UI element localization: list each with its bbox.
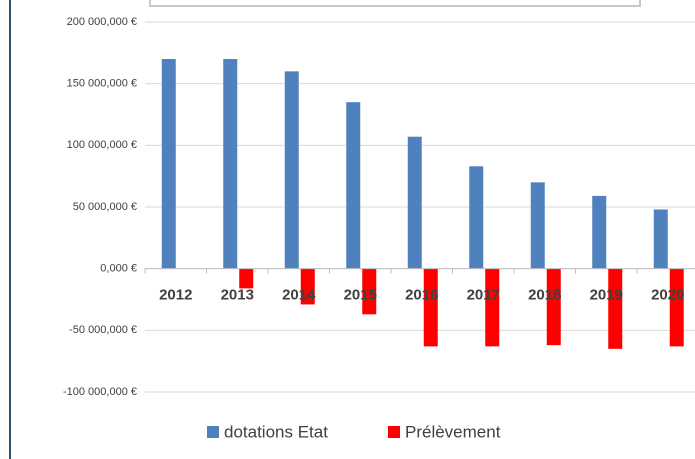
- bar: [362, 268, 377, 315]
- bar: [608, 268, 623, 349]
- x-tick-label: 2013: [221, 287, 254, 304]
- x-tick-label: 2018: [528, 287, 561, 304]
- bar: [653, 209, 668, 269]
- legend: dotations Etat Prélèvement: [207, 422, 501, 441]
- bar: [669, 268, 684, 347]
- bar: [423, 268, 438, 347]
- x-tick-label: 2014: [282, 287, 316, 304]
- x-tick-label: 2019: [590, 287, 623, 304]
- bar: [469, 166, 484, 269]
- bar: [300, 268, 315, 305]
- bar: [284, 71, 299, 269]
- y-tick-label: -100 000,000 €: [63, 386, 137, 398]
- y-tick-label: 0,000 €: [100, 263, 137, 275]
- x-tick-label: 2020: [651, 287, 684, 304]
- bar: [530, 182, 545, 269]
- bar: [546, 268, 561, 346]
- legend-label: Prélèvement: [405, 422, 501, 441]
- plot-area: -100 000,000 € -50 000,000 € 0,000 € 50 000…: [63, 16, 695, 398]
- bar: [407, 136, 422, 269]
- legend-swatch: [388, 426, 400, 438]
- y-tick-label: 200 000,000 €: [67, 16, 137, 28]
- y-tick-label: 100 000,000 €: [67, 139, 137, 151]
- title-box-edge: [149, 0, 641, 7]
- x-tick-label: 2017: [467, 287, 500, 304]
- y-tick-label: 50 000,000 €: [73, 201, 137, 213]
- x-tick-label: 2012: [159, 287, 192, 304]
- y-tick-label: -50 000,000 €: [69, 324, 137, 336]
- bar: [592, 195, 607, 269]
- bar: [346, 102, 361, 269]
- x-tick-label: 2015: [344, 287, 377, 304]
- bar: [161, 59, 176, 269]
- legend-swatch: [207, 426, 219, 438]
- y-tick-label: 150 000,000 €: [67, 78, 137, 90]
- bar: [485, 268, 500, 347]
- bar: [223, 59, 238, 269]
- legend-label: dotations Etat: [224, 422, 328, 441]
- bar: [239, 268, 254, 289]
- x-tick-label: 2016: [405, 287, 438, 304]
